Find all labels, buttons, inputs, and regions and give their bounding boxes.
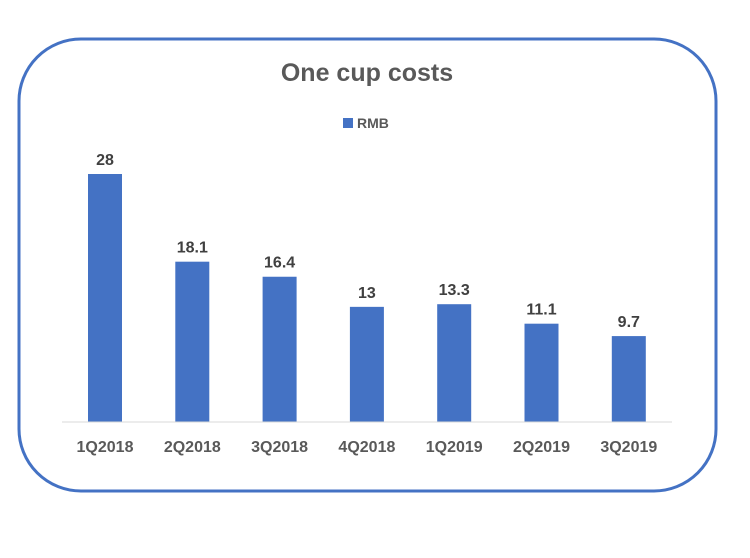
x-tick-label: 2Q2019	[513, 439, 570, 456]
bar	[611, 336, 646, 422]
data-label: 18.1	[177, 240, 208, 257]
x-tick-label: 3Q2019	[600, 439, 657, 456]
data-label: 16.4	[264, 255, 295, 272]
data-label: 28	[96, 152, 114, 169]
bar	[437, 304, 472, 422]
x-tick-label: 1Q2018	[77, 439, 134, 456]
legend-label: RMB	[357, 115, 389, 131]
x-tick-label: 1Q2019	[426, 439, 483, 456]
bar	[88, 174, 122, 422]
data-label: 13.3	[439, 282, 470, 299]
legend-swatch	[343, 118, 353, 128]
x-tick-label: 4Q2018	[338, 439, 395, 456]
bar	[175, 261, 210, 422]
x-tick-label: 3Q2018	[251, 439, 308, 456]
data-label: 13	[358, 285, 376, 302]
data-label: 11.1	[526, 302, 556, 319]
chart-title: One cup costs	[281, 59, 453, 87]
bar	[524, 323, 559, 422]
chart-border	[17, 37, 718, 493]
bar	[349, 306, 384, 422]
bar	[262, 276, 297, 422]
x-tick-label: 2Q2018	[164, 439, 221, 456]
data-label: 9.7	[618, 314, 640, 331]
